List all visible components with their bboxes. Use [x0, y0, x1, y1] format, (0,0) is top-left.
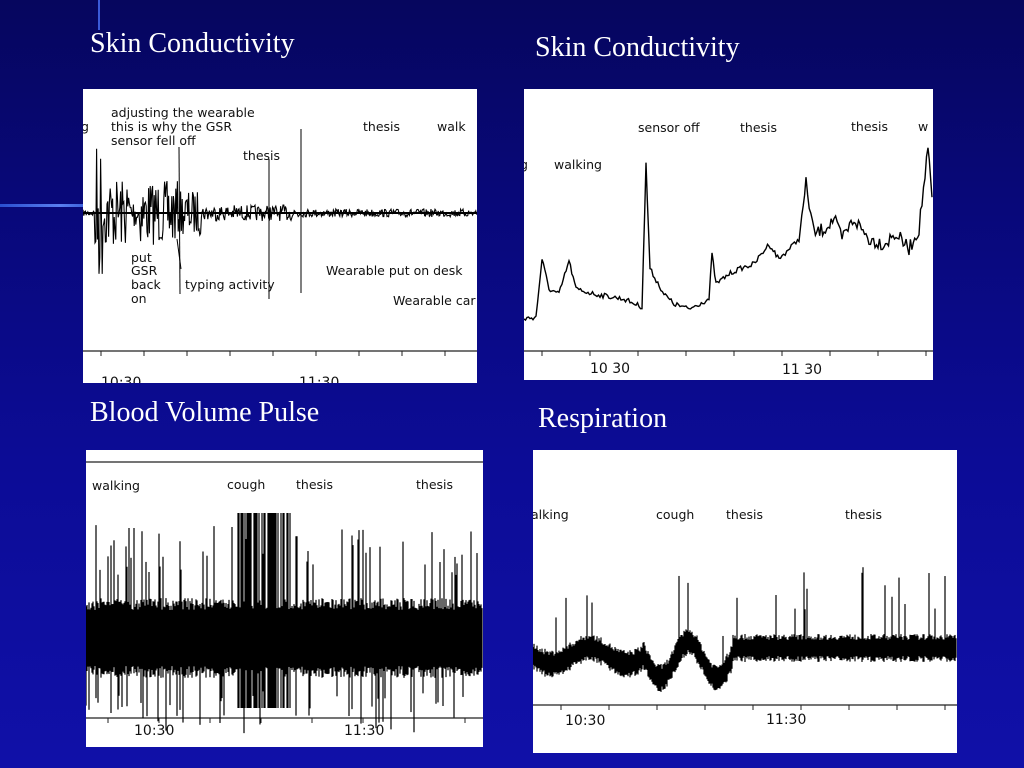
accent-line	[0, 204, 100, 207]
chart-title-blood-volume-pulse: Blood Volume Pulse	[90, 397, 320, 428]
annotation: alking	[533, 507, 569, 522]
annotation: Wearable put on desk	[326, 263, 463, 278]
chart-title-skin-conductivity-1: Skin Conductivity	[90, 28, 295, 59]
chart-svg-respiration: alking cough thesis thesis 10:30 11:30	[533, 507, 957, 729]
annotation: typing activity	[185, 277, 275, 292]
event-marker	[176, 238, 182, 270]
annotation: thesis	[416, 477, 453, 492]
annotation: thesis	[845, 507, 882, 522]
annotation: back	[131, 277, 161, 292]
x-tick-label: 11:30	[344, 723, 384, 739]
annotation: sensor off	[638, 120, 700, 135]
x-tick-label: 11 30	[782, 362, 822, 378]
annotation: walking	[554, 157, 602, 172]
x-tick-label: 11:30	[299, 375, 339, 383]
annotation: thesis	[740, 120, 777, 135]
annotation: walking	[92, 478, 140, 493]
annotation: thesis	[726, 507, 763, 522]
event-marker	[178, 146, 181, 295]
chart-panel-blood-volume-pulse: walking cough thesis thesis 10:30 11:30	[86, 450, 483, 747]
chart-title-respiration: Respiration	[538, 403, 668, 434]
x-tick-label: 10:30	[101, 375, 141, 383]
chart-svg-blood-volume-pulse: walking cough thesis thesis 10:30 11:30	[86, 461, 483, 739]
x-tick-label: 10:30	[134, 723, 174, 739]
annotation: sensor fell off	[111, 133, 196, 148]
x-tick-label: 10 30	[590, 361, 630, 377]
annotation: thesis	[851, 119, 888, 134]
annotation: Wearable car	[393, 293, 476, 308]
signal-trace	[83, 148, 477, 274]
chart-svg-skin-conductivity-1: g adjusting the wearable this is why the…	[83, 105, 477, 383]
annotation: put	[131, 250, 152, 265]
chart-panel-respiration: alking cough thesis thesis 10:30 11:30	[533, 450, 957, 753]
annotation: g	[524, 157, 528, 172]
annotation: adjusting the wearable	[111, 105, 255, 120]
chart-svg-skin-conductivity-2: g walking sensor off thesis thesis w 10 …	[524, 119, 933, 378]
annotation: cough	[227, 477, 265, 492]
annotation: on	[131, 291, 147, 306]
annotation: thesis	[243, 148, 280, 163]
annotation: w	[918, 119, 928, 134]
annotation: cough	[656, 507, 694, 522]
chart-title-skin-conductivity-2: Skin Conductivity	[535, 32, 740, 63]
annotation: walk	[437, 119, 466, 134]
accent-vertical-line	[98, 0, 100, 30]
chart-panel-skin-conductivity-1: g adjusting the wearable this is why the…	[83, 89, 477, 383]
chart-panel-skin-conductivity-2: g walking sensor off thesis thesis w 10 …	[524, 89, 933, 380]
annotation: this is why the GSR	[111, 119, 232, 134]
annotation: thesis	[363, 119, 400, 134]
annotation: thesis	[296, 477, 333, 492]
annotation: g	[83, 119, 89, 134]
x-tick-label: 10:30	[565, 713, 605, 729]
signal-trace	[524, 147, 933, 322]
annotation: GSR	[131, 263, 158, 278]
x-tick-label: 11:30	[766, 712, 806, 728]
